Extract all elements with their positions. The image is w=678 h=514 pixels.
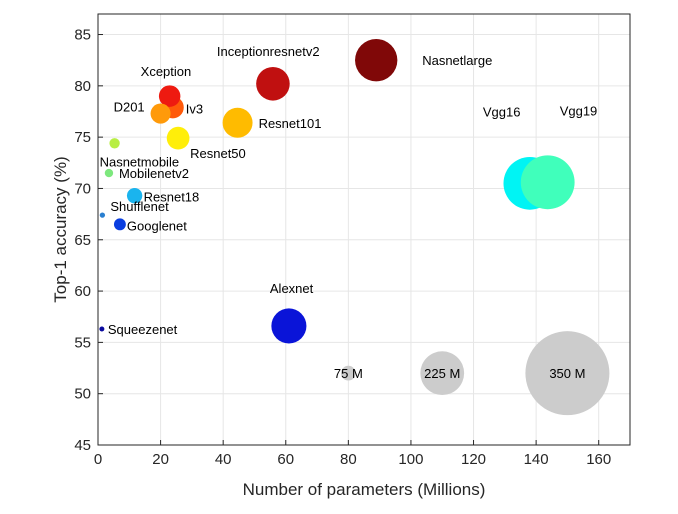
size-legend-label: 225 M xyxy=(424,366,460,381)
label-resnet50: Resnet50 xyxy=(190,146,246,161)
plot-frame xyxy=(97,13,631,446)
bubble-d201 xyxy=(150,103,171,124)
bubble-resnet18 xyxy=(126,187,143,204)
label-mobilenetv2: Mobilenetv2 xyxy=(119,166,189,181)
x-tick-label: 40 xyxy=(215,451,232,468)
bubble-googlenet xyxy=(113,218,126,231)
y-tick-label: 45 xyxy=(74,437,91,454)
label-alexnet: Alexnet xyxy=(270,281,314,296)
bubble-mobilenetv2 xyxy=(104,168,114,178)
label-xception: Xception xyxy=(141,64,192,79)
y-tick-label: 50 xyxy=(74,386,91,403)
label-resnet18: Resnet18 xyxy=(144,190,200,205)
label-vgg19: Vgg19 xyxy=(560,103,598,118)
bubble-alexnet xyxy=(271,308,307,344)
size-legend-label: 75 M xyxy=(334,366,363,381)
label-inceptionresnetv2: Inceptionresnetv2 xyxy=(217,44,320,59)
grid-lines xyxy=(97,14,630,446)
bubble-xception xyxy=(158,85,181,107)
point-labels: Squeezenet Shufflenet Googlenet Resnet18 Mob… xyxy=(100,44,598,337)
y-tick-label: 60 xyxy=(74,283,91,300)
bubble-inceptionresnetv2 xyxy=(256,66,290,101)
x-axis-title: Number of parameters (Millions) xyxy=(243,480,486,499)
label-iv3: Iv3 xyxy=(186,101,203,116)
size-legend-label: 350 M xyxy=(549,366,585,381)
y-tick-label: 80 xyxy=(74,78,91,95)
label-resnet101: Resnet101 xyxy=(259,116,322,131)
x-tick-label: 80 xyxy=(340,451,357,468)
bubble-resnet50 xyxy=(166,126,190,150)
y-tick-label: 65 xyxy=(74,232,91,249)
bubble-marks xyxy=(99,39,575,344)
label-vgg16: Vgg16 xyxy=(483,104,521,119)
y-axis-title: Top-1 accuracy (%) xyxy=(51,156,70,302)
size-legend: 75 M 225 M 350 M xyxy=(334,331,610,416)
bubble-resnet101 xyxy=(222,107,253,138)
bubble-shufflenet xyxy=(99,212,106,218)
bubble-nasnetlarge xyxy=(355,39,398,82)
x-tick-label: 60 xyxy=(277,451,294,468)
label-nasnetmobile: Nasnetmobile xyxy=(100,154,179,169)
size-legend-bubble xyxy=(525,331,610,416)
x-tick-label: 0 xyxy=(94,451,102,468)
x-tick-label: 160 xyxy=(586,451,611,468)
label-googlenet: Googlenet xyxy=(127,218,187,233)
bubble-nasnetmobile xyxy=(109,138,120,149)
y-axis-ticks: 45 50 55 60 65 70 75 80 85 xyxy=(74,27,103,454)
bubble-squeezenet xyxy=(99,326,105,332)
size-legend-bubble xyxy=(340,365,356,381)
y-tick-label: 55 xyxy=(74,334,91,351)
x-tick-label: 20 xyxy=(152,451,169,468)
size-legend-bubble xyxy=(420,351,465,396)
label-shufflenet: Shufflenet xyxy=(110,199,169,214)
label-d201: D201 xyxy=(114,100,145,115)
x-tick-label: 140 xyxy=(524,451,549,468)
x-tick-label: 120 xyxy=(461,451,486,468)
y-tick-label: 70 xyxy=(74,180,91,197)
bubble-vgg19 xyxy=(520,155,575,210)
label-squeezenet: Squeezenet xyxy=(108,322,178,337)
label-nasnetlarge: Nasnetlarge xyxy=(422,53,492,68)
x-axis-ticks: 0 20 40 60 80 100 120 140 160 xyxy=(94,440,611,468)
x-tick-label: 100 xyxy=(398,451,423,468)
y-tick-label: 75 xyxy=(74,129,91,146)
y-tick-label: 85 xyxy=(74,27,91,44)
